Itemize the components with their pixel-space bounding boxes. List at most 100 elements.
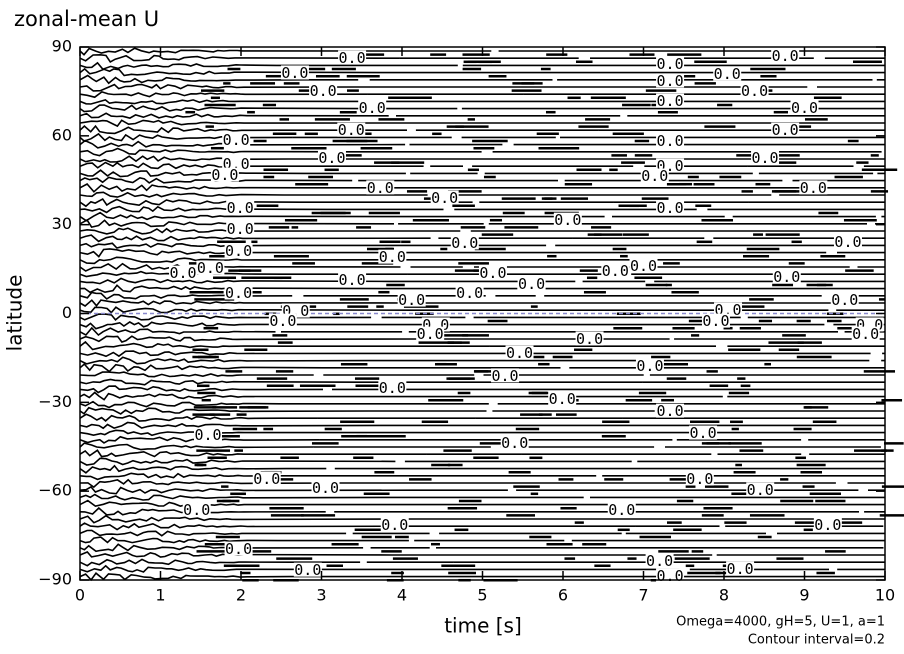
contour-label: 0.0 — [657, 132, 684, 150]
contour-label: 0.0 — [657, 92, 684, 110]
x-tick-label: 8 — [719, 586, 729, 605]
contour-line — [79, 421, 885, 430]
contour-label: 0.0 — [223, 131, 250, 149]
contour-label: 0.0 — [451, 234, 478, 252]
contour-label: 0.0 — [339, 49, 366, 67]
contour-label: 0.0 — [294, 561, 321, 579]
contour-label: 0.0 — [657, 402, 684, 420]
contour-label-bg — [607, 502, 636, 517]
contour-label: 0.0 — [773, 268, 800, 286]
contour-label-bg — [280, 65, 309, 80]
contour-label-bg — [193, 427, 222, 442]
contour-label: 0.0 — [554, 211, 581, 229]
contour-label-bg — [629, 258, 658, 273]
contour-label: 0.0 — [183, 501, 210, 519]
contour-label: 0.0 — [379, 379, 406, 397]
x-tick-label: 10 — [875, 586, 895, 605]
contour-line — [79, 211, 885, 222]
contour-label-bg — [380, 517, 409, 532]
contour-line — [79, 442, 881, 451]
contour-label-bg — [751, 150, 780, 165]
contour-label: 0.0 — [225, 284, 252, 302]
contour-label-bg — [450, 235, 479, 250]
contour-label: 0.0 — [772, 121, 799, 139]
contour-line — [79, 313, 885, 322]
contour-label: 0.0 — [641, 167, 668, 185]
contour-line — [79, 83, 885, 92]
contour-line — [79, 182, 885, 193]
contour-label-bg — [799, 180, 828, 195]
contour-line — [79, 147, 882, 157]
contour-line — [79, 472, 885, 481]
contour-line — [79, 499, 885, 507]
contour-line — [79, 543, 884, 553]
contour-line — [79, 335, 885, 343]
contour-label: 0.0 — [211, 166, 238, 184]
x-tick-label: 0 — [75, 586, 85, 605]
contour-line — [79, 176, 885, 184]
contour-line — [79, 53, 885, 63]
contour-line — [79, 536, 885, 544]
contour-line — [79, 99, 885, 105]
contour-label-bg — [656, 568, 685, 583]
contour-label-bg — [656, 200, 685, 215]
contour-line — [79, 326, 885, 337]
contour-label-bg — [656, 56, 685, 71]
contour-label-bg — [338, 50, 367, 65]
contour-label-bg — [505, 345, 534, 360]
y-tick-label: 30 — [52, 214, 72, 233]
contour-label: 0.0 — [741, 82, 768, 100]
contour-label-bg — [689, 425, 718, 440]
contour-label-bg — [182, 502, 211, 517]
contour-label: 0.0 — [814, 516, 841, 534]
contour-label-bg — [224, 541, 253, 556]
contour-label: 0.0 — [318, 149, 345, 167]
contour-label: 0.0 — [690, 424, 717, 442]
contour-label: 0.0 — [227, 199, 254, 217]
contour-label: 0.0 — [657, 567, 684, 585]
contour-label-bg — [455, 285, 484, 300]
contour-label: 0.0 — [269, 312, 296, 330]
contour-label-bg — [224, 243, 253, 258]
contour-line — [79, 198, 885, 208]
contour-line — [79, 385, 885, 394]
contour-label-bg — [833, 234, 862, 249]
y-tick-label: −30 — [38, 392, 72, 411]
contour-line — [79, 169, 885, 178]
contour-line — [79, 299, 885, 307]
contour-label-bg — [293, 562, 322, 577]
contour-label-bg — [601, 263, 630, 278]
contour-line — [79, 219, 885, 229]
contour-label: 0.0 — [381, 516, 408, 534]
note: Omega=4000, gH=5, U=1, a=1 — [676, 615, 885, 630]
contour-label-bg — [746, 482, 775, 497]
contour-label-bg — [222, 132, 251, 147]
contour-line — [79, 522, 884, 531]
contour-label: 0.0 — [169, 264, 196, 282]
contour-label-bg — [311, 480, 340, 495]
contour-line — [79, 356, 885, 365]
contour-line — [79, 191, 885, 198]
contour-line — [79, 457, 885, 466]
contour-line — [79, 104, 885, 113]
contour-label-bg — [317, 150, 346, 165]
contour-line — [79, 493, 885, 501]
contour-line — [79, 47, 885, 56]
contour-label-bg — [656, 133, 685, 148]
contour-label-bg — [517, 276, 546, 291]
contour-label-bg — [309, 83, 338, 98]
contour-label-bg — [366, 180, 395, 195]
contour-line — [79, 478, 885, 489]
contour-line — [79, 506, 885, 516]
contour-label-bg — [226, 221, 255, 236]
contour-label-bg — [397, 292, 426, 307]
contour-label-bg — [500, 435, 529, 450]
contour-label: 0.0 — [657, 72, 684, 90]
contour-line — [79, 371, 885, 378]
contour-line — [79, 321, 885, 330]
contour-line — [79, 564, 885, 573]
x-tick-label: 5 — [477, 586, 487, 605]
contour-label-bg — [337, 122, 366, 137]
contour-label-bg — [416, 326, 445, 341]
